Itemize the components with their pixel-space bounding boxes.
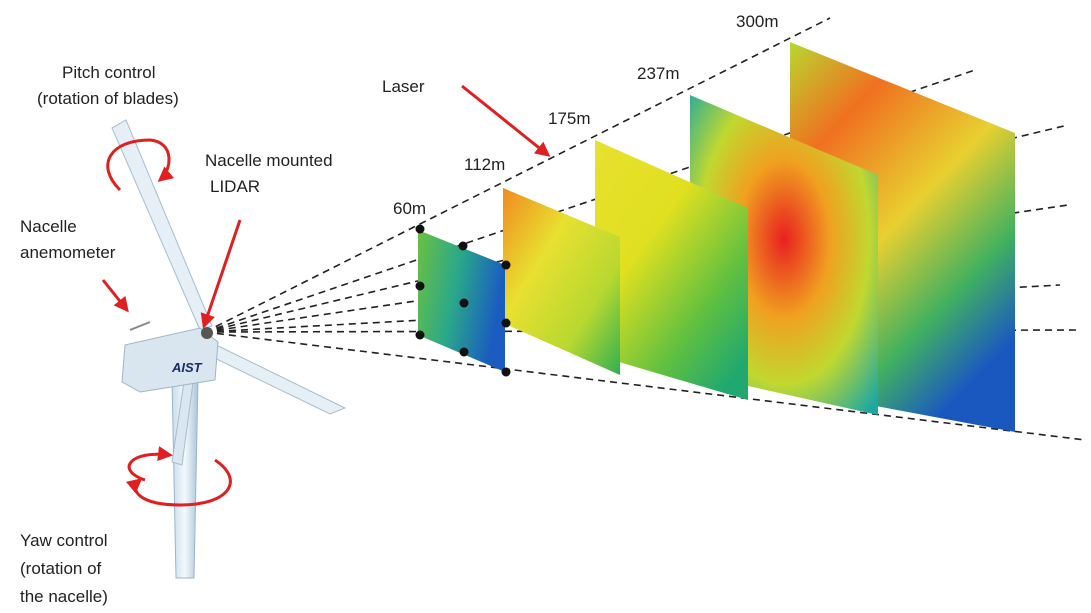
lidar-label: Nacelle mounted (205, 151, 333, 170)
distance-label: 300m (736, 12, 779, 31)
anemometer-label: Nacelle (20, 217, 77, 236)
anemometer-label: anemometer (20, 243, 116, 262)
distance-label: 237m (637, 64, 680, 83)
logo: AIST (171, 360, 203, 375)
yaw-label: (rotation of (20, 559, 102, 578)
pitch-label: Pitch control (62, 63, 156, 82)
distance-label: 60m (393, 199, 426, 218)
pitch-label: (rotation of blades) (37, 89, 179, 108)
diagram: AIST Pitch control (rotation of blades) … (0, 0, 1091, 613)
distance-label: 175m (548, 109, 591, 128)
yaw-label: Yaw control (20, 531, 108, 550)
lidar-label: LIDAR (210, 177, 260, 196)
yaw-label: the nacelle) (20, 587, 108, 606)
distance-label: 112m (464, 155, 505, 174)
laser-label: Laser (382, 77, 425, 96)
